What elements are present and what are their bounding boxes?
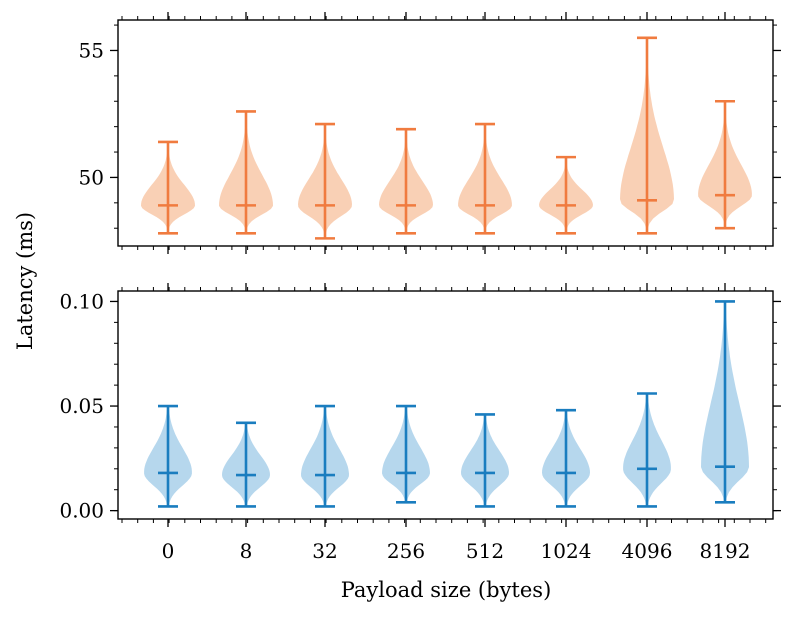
y-tick-label: 50: [79, 165, 104, 189]
y-tick-label: 0.05: [59, 394, 104, 418]
x-tick-label: 8192: [700, 539, 751, 563]
x-tick-label: 4096: [622, 539, 673, 563]
y-tick-label: 0.10: [59, 289, 104, 313]
x-tick-label: 256: [387, 539, 425, 563]
x-tick-label: 0: [162, 539, 175, 563]
x-axis-label: Payload size (bytes): [341, 578, 552, 602]
x-tick-labels: 0 8 32 256 512 1024 4096 8192: [162, 539, 751, 563]
x-tick-label: 1024: [541, 539, 592, 563]
y-tick-label: 0.00: [59, 499, 104, 523]
x-tick-label: 8: [240, 539, 253, 563]
top-panel: 50 55: [79, 12, 781, 254]
y-tick-label: 55: [79, 38, 104, 62]
plot-frame: [117, 290, 774, 520]
plot-frame: [117, 19, 774, 247]
y-axis-label: Latency (ms): [13, 212, 37, 350]
x-tick-label: 32: [312, 539, 337, 563]
x-tick-label: 512: [466, 539, 504, 563]
bottom-panel: 0.00 0.05 0.10: [59, 283, 781, 527]
